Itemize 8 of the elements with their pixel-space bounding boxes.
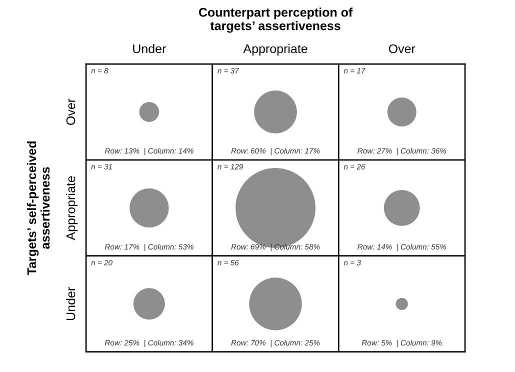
- y-axis-title: Targets’ self-perceived assertiveness: [26, 141, 50, 276]
- y-tick-label: Under: [66, 287, 76, 320]
- y-tick-label: Over: [66, 98, 76, 125]
- x-tick-label: Under: [133, 44, 166, 54]
- x-axis-title: Counterpart perception of targets’ assertiveness: [198, 8, 353, 33]
- y-tick-label: Appropriate: [66, 176, 78, 240]
- x-tick-label: Over: [388, 44, 416, 54]
- x-tick-label: Appropriate: [243, 44, 308, 56]
